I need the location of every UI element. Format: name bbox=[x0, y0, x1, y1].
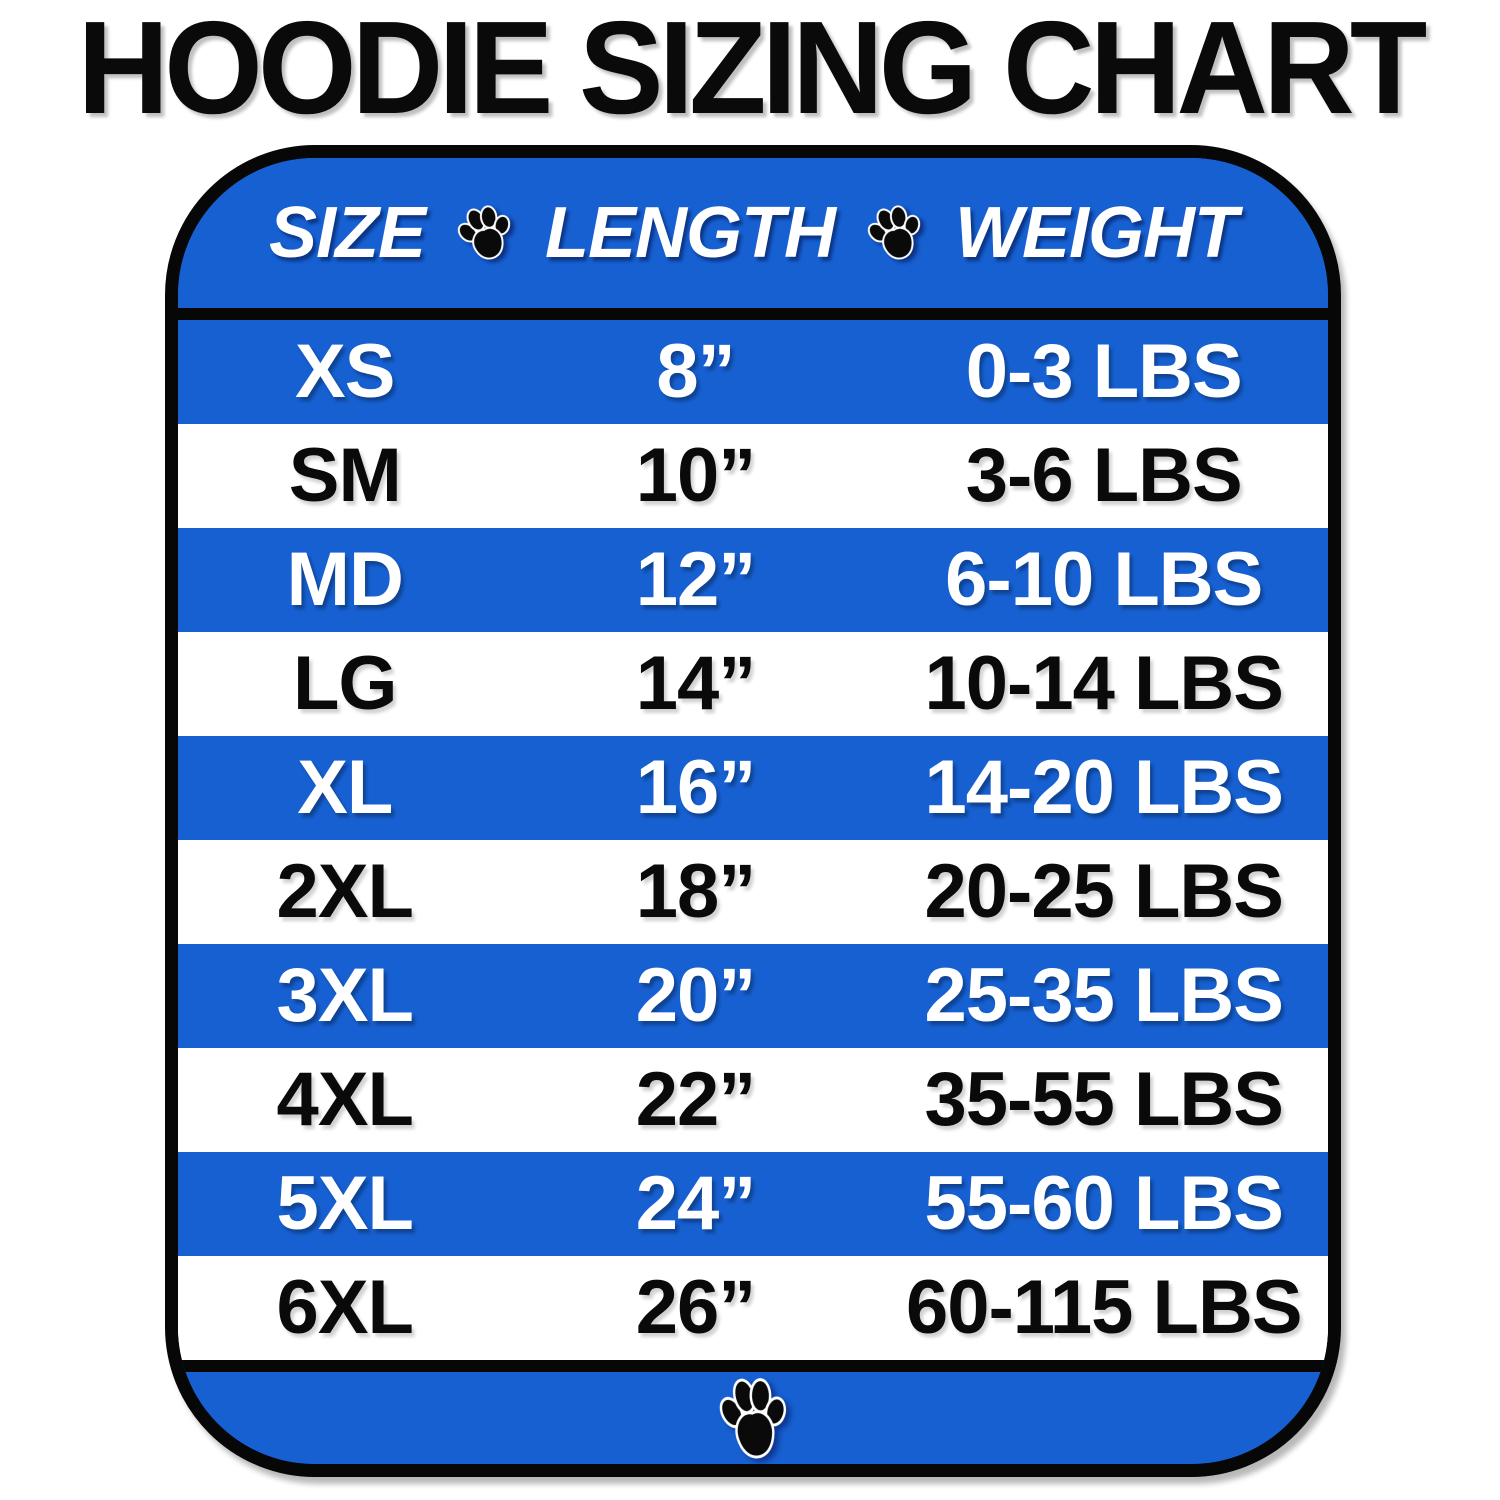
table-row-5xl: 5XL 24” 55-60 LBS bbox=[178, 1152, 1328, 1256]
length-cell: 12” bbox=[635, 537, 757, 622]
weight-cell: 60-115 LBS bbox=[905, 1265, 1303, 1350]
size-cell: XS bbox=[295, 329, 395, 414]
paw-icon bbox=[448, 197, 522, 269]
column-header-size: SIZE bbox=[269, 193, 426, 273]
table-row-lg: LG 14” 10-14 LBS bbox=[178, 632, 1328, 736]
size-cell: 2XL bbox=[276, 849, 414, 934]
size-cell: XL bbox=[297, 745, 393, 830]
table-row-4xl: 4XL 22” 35-55 LBS bbox=[178, 1048, 1328, 1152]
column-header-weight: WEIGHT bbox=[955, 193, 1238, 273]
weight-cell: 20-25 LBS bbox=[924, 849, 1284, 934]
table-body: XS 8” 0-3 LBS SM 10” 3-6 LBS MD 12” 6-10… bbox=[178, 320, 1328, 1360]
weight-cell: 10-14 LBS bbox=[924, 641, 1284, 726]
length-cell: 14” bbox=[635, 641, 757, 726]
table-row-xl: XL 16” 14-20 LBS bbox=[178, 736, 1328, 840]
length-cell: 18” bbox=[635, 849, 757, 934]
paw-icon bbox=[858, 197, 932, 269]
size-cell: 3XL bbox=[276, 953, 414, 1038]
size-cell: 5XL bbox=[276, 1161, 414, 1246]
footer-divider bbox=[178, 1360, 1328, 1372]
size-cell: 4XL bbox=[276, 1057, 414, 1142]
sizing-table-panel: SIZE LENGTH WEIGHT XS 8” 0-3 LBS SM 10” … bbox=[165, 145, 1341, 1477]
length-cell: 16” bbox=[635, 745, 757, 830]
table-row-2xl: 2XL 18” 20-25 LBS bbox=[178, 840, 1328, 944]
length-cell: 20” bbox=[635, 953, 757, 1038]
table-row-md: MD 12” 6-10 LBS bbox=[178, 528, 1328, 632]
length-cell: 8” bbox=[656, 329, 735, 414]
weight-cell: 55-60 LBS bbox=[924, 1161, 1284, 1246]
size-cell: LG bbox=[292, 641, 398, 726]
length-cell: 10” bbox=[635, 433, 757, 518]
paw-icon bbox=[712, 1371, 793, 1464]
weight-cell: 35-55 LBS bbox=[924, 1057, 1284, 1142]
weight-cell: 25-35 LBS bbox=[924, 953, 1284, 1038]
column-header-length: LENGTH bbox=[545, 193, 836, 273]
table-row-xs: XS 8” 0-3 LBS bbox=[178, 320, 1328, 424]
length-cell: 22” bbox=[635, 1057, 757, 1142]
header-divider bbox=[178, 308, 1328, 320]
weight-cell: 6-10 LBS bbox=[945, 537, 1263, 622]
table-header-row: SIZE LENGTH WEIGHT bbox=[178, 158, 1328, 308]
table-row-3xl: 3XL 20” 25-35 LBS bbox=[178, 944, 1328, 1048]
length-cell: 26” bbox=[635, 1265, 757, 1350]
weight-cell: 3-6 LBS bbox=[965, 433, 1243, 518]
weight-cell: 14-20 LBS bbox=[924, 745, 1284, 830]
size-cell: MD bbox=[286, 537, 404, 622]
size-cell: SM bbox=[288, 433, 402, 518]
table-row-sm: SM 10” 3-6 LBS bbox=[178, 424, 1328, 528]
size-cell: 6XL bbox=[276, 1265, 414, 1350]
length-cell: 24” bbox=[635, 1161, 757, 1246]
weight-cell: 0-3 LBS bbox=[965, 329, 1243, 414]
table-row-6xl: 6XL 26” 60-115 LBS bbox=[178, 1256, 1328, 1360]
page-title: HOODIE SIZING CHART bbox=[77, 0, 1428, 141]
table-footer bbox=[178, 1372, 1328, 1463]
